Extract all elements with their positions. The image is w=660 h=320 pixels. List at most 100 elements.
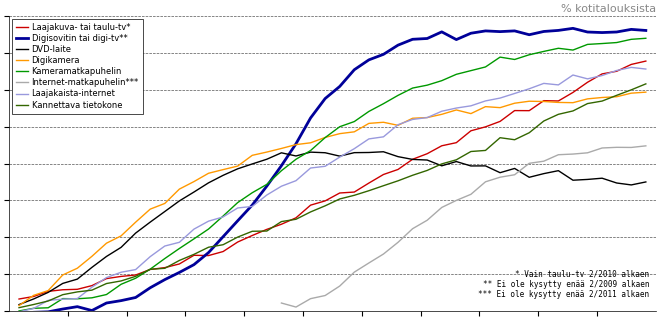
DVD-laite — [205, 181, 213, 185]
Digikamera — [263, 150, 271, 154]
Digisovitin tai digi-tv** — [438, 30, 446, 34]
Kameramatkapuhelin — [452, 72, 460, 76]
Kannettava tietokone — [161, 266, 169, 270]
Internet-matkapuhelin*** — [452, 198, 460, 202]
Laajakuva- tai taulu-tv* — [307, 203, 315, 207]
Kameramatkapuhelin — [292, 157, 300, 161]
Laajakaista-internet — [540, 82, 548, 85]
Digisovitin tai digi-tv** — [496, 30, 504, 34]
Digikamera — [30, 293, 38, 297]
Laajakaista-internet — [350, 147, 358, 151]
DVD-laite — [277, 151, 285, 155]
Digikamera — [511, 101, 519, 105]
Kameramatkapuhelin — [583, 43, 591, 46]
DVD-laite — [263, 157, 271, 161]
Laajakuva- tai taulu-tv* — [30, 295, 38, 299]
Line: Internet-matkapuhelin***: Internet-matkapuhelin*** — [281, 146, 646, 307]
Kannettava tietokone — [277, 220, 285, 223]
Laajakaista-internet — [482, 99, 490, 103]
Kameramatkapuhelin — [554, 46, 562, 50]
Digikamera — [161, 202, 169, 205]
Laajakaista-internet — [219, 215, 227, 219]
Kameramatkapuhelin — [336, 125, 344, 129]
Digisovitin tai digi-tv** — [365, 58, 373, 62]
Digikamera — [525, 99, 533, 103]
Laajakaista-internet — [379, 135, 387, 139]
Internet-matkapuhelin*** — [540, 159, 548, 163]
Kameramatkapuhelin — [307, 148, 315, 152]
DVD-laite — [409, 157, 416, 161]
Digikamera — [321, 136, 329, 140]
Line: Laajakuva- tai taulu-tv*: Laajakuva- tai taulu-tv* — [19, 61, 646, 299]
DVD-laite — [554, 169, 562, 172]
Kameramatkapuhelin — [30, 306, 38, 310]
Laajakuva- tai taulu-tv* — [482, 125, 490, 129]
Digisovitin tai digi-tv** — [263, 184, 271, 188]
Laajakuva- tai taulu-tv* — [132, 273, 140, 277]
DVD-laite — [496, 171, 504, 175]
Kannettava tietokone — [44, 299, 52, 303]
Kameramatkapuhelin — [511, 58, 519, 61]
Line: Kannettava tietokone: Kannettava tietokone — [19, 84, 646, 308]
Kameramatkapuhelin — [467, 69, 475, 73]
Digikamera — [365, 122, 373, 125]
Laajakuva- tai taulu-tv* — [394, 168, 402, 172]
DVD-laite — [292, 154, 300, 158]
Digikamera — [176, 187, 183, 191]
Kannettava tietokone — [30, 303, 38, 307]
Digisovitin tai digi-tv** — [161, 278, 169, 282]
Digikamera — [117, 234, 125, 238]
DVD-laite — [44, 291, 52, 294]
Kannettava tietokone — [525, 131, 533, 135]
DVD-laite — [147, 220, 154, 224]
Digisovitin tai digi-tv** — [627, 28, 635, 31]
Laajakaista-internet — [612, 68, 620, 72]
Kannettava tietokone — [102, 282, 110, 285]
Laajakaista-internet — [205, 219, 213, 223]
Digikamera — [205, 171, 213, 175]
Kannettava tietokone — [598, 99, 606, 103]
Kannettava tietokone — [379, 184, 387, 188]
Laajakuva- tai taulu-tv* — [117, 275, 125, 278]
Laajakuva- tai taulu-tv* — [248, 234, 256, 237]
Laajakuva- tai taulu-tv* — [525, 109, 533, 113]
Kameramatkapuhelin — [598, 42, 606, 45]
Digikamera — [379, 120, 387, 124]
Kannettava tietokone — [132, 275, 140, 278]
Laajakaista-internet — [190, 227, 198, 231]
DVD-laite — [525, 175, 533, 179]
Laajakaista-internet — [277, 184, 285, 188]
Kannettava tietokone — [627, 88, 635, 92]
Laajakuva- tai taulu-tv* — [277, 222, 285, 226]
Laajakuva- tai taulu-tv* — [569, 91, 577, 94]
Laajakaista-internet — [467, 104, 475, 108]
Laajakaista-internet — [394, 123, 402, 127]
Line: Kameramatkapuhelin: Kameramatkapuhelin — [19, 38, 646, 311]
Kannettava tietokone — [496, 136, 504, 140]
Laajakaista-internet — [554, 83, 562, 87]
DVD-laite — [598, 176, 606, 180]
DVD-laite — [627, 183, 635, 187]
Kannettava tietokone — [569, 109, 577, 113]
Laajakuva- tai taulu-tv* — [205, 254, 213, 258]
Internet-matkapuhelin*** — [438, 205, 446, 209]
Digisovitin tai digi-tv** — [612, 30, 620, 34]
DVD-laite — [569, 178, 577, 182]
Kameramatkapuhelin — [161, 257, 169, 260]
Laajakaista-internet — [248, 204, 256, 208]
Kannettava tietokone — [336, 197, 344, 201]
Digisovitin tai digi-tv** — [219, 235, 227, 239]
Laajakuva- tai taulu-tv* — [147, 268, 154, 271]
Digikamera — [612, 95, 620, 99]
Digisovitin tai digi-tv** — [307, 116, 315, 120]
Kameramatkapuhelin — [44, 306, 52, 310]
Laajakaista-internet — [627, 66, 635, 69]
Digikamera — [234, 164, 242, 168]
Kameramatkapuhelin — [15, 309, 23, 313]
Digisovitin tai digi-tv** — [59, 307, 67, 311]
Digisovitin tai digi-tv** — [350, 68, 358, 72]
Internet-matkapuhelin*** — [379, 252, 387, 256]
Digisovitin tai digi-tv** — [117, 299, 125, 302]
Kannettava tietokone — [15, 306, 23, 309]
Kameramatkapuhelin — [102, 292, 110, 296]
